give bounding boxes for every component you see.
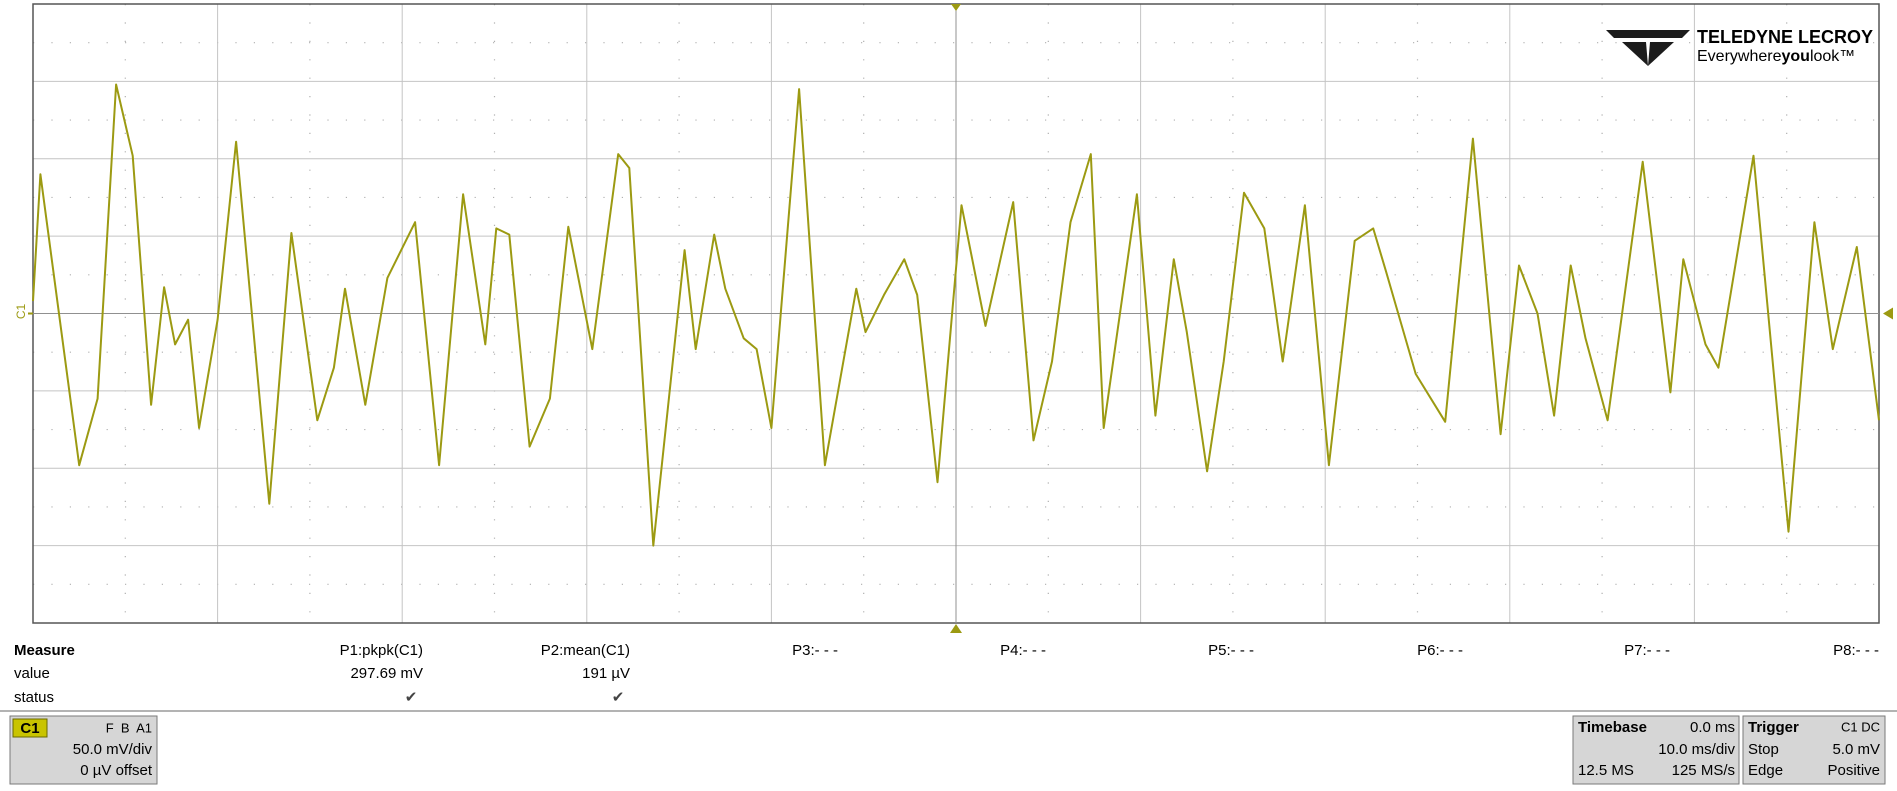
logo-mark <box>1622 42 1648 66</box>
channel-label: C1 <box>20 720 39 737</box>
param-name: P4:- - - <box>1000 642 1046 659</box>
param-name: P5:- - - <box>1208 642 1254 659</box>
panel <box>1742 715 1886 785</box>
waveform-display: C1 <box>14 3 1893 633</box>
logo: TELEDYNE LECROY Everywhereyoulook™ <box>1606 27 1873 66</box>
trigger-level: 5.0 mV <box>1832 741 1880 758</box>
channel-descriptor[interactable]: C1 F B A1 50.0 mV/div 0 µV offset <box>9 715 158 785</box>
trigger-time-marker <box>950 624 962 633</box>
trigger-time-marker <box>951 4 961 11</box>
timebase-samples: 12.5 MS <box>1578 762 1634 779</box>
tagline-part: Everywhere <box>1697 48 1782 65</box>
timebase-descriptor[interactable]: Timebase 0.0 ms 10.0 ms/div 12.5 MS 125 … <box>1572 715 1740 785</box>
param-value: 191 µV <box>582 665 630 682</box>
logo-mark <box>1648 42 1674 66</box>
trigger-descriptor[interactable]: Trigger C1 DC Stop 5.0 mV Edge Positive <box>1742 715 1886 785</box>
timebase-scale: 10.0 ms/div <box>1658 741 1735 758</box>
param-name: P3:- - - <box>792 642 838 659</box>
timebase-delay: 0.0 ms <box>1690 719 1735 736</box>
logo-brand: TELEDYNE LECROY <box>1697 27 1873 47</box>
measure-table: Measure value status P1:pkpk(C1) 297.69 m… <box>14 642 1879 706</box>
waveform-trace <box>32 83 1880 547</box>
param-name: P6:- - - <box>1417 642 1463 659</box>
logo-tagline: Everywhereyoulook™ <box>1697 48 1855 65</box>
channel-flags: F B A1 <box>106 720 152 735</box>
panel <box>1572 715 1740 785</box>
param-name: P1:pkpk(C1) <box>340 642 423 659</box>
param-name: P7:- - - <box>1624 642 1670 659</box>
tagline-part: you <box>1781 48 1809 65</box>
param-name: P8:- - - <box>1833 642 1879 659</box>
trigger-level-marker <box>1883 307 1893 320</box>
trigger-mode: Stop <box>1748 741 1779 758</box>
timebase-title: Timebase <box>1578 719 1647 736</box>
row-label: status <box>14 689 54 706</box>
channel-offset: 0 µV offset <box>80 762 153 779</box>
trace-label: C1 <box>14 304 28 320</box>
param-status: ✔ <box>612 689 625 706</box>
trigger-type: Edge <box>1748 762 1783 779</box>
channel-badge <box>12 718 48 738</box>
param-status: ✔ <box>405 689 418 706</box>
channel-scale: 50.0 mV/div <box>73 741 153 758</box>
measure-title: Measure <box>14 642 75 659</box>
row-label: value <box>14 665 50 682</box>
trigger-slope: Positive <box>1827 762 1880 779</box>
param-value: 297.69 mV <box>350 665 423 682</box>
timebase-rate: 125 MS/s <box>1672 762 1735 779</box>
trigger-source: C1 DC <box>1841 719 1880 734</box>
logo-mark <box>1606 30 1690 38</box>
trigger-title: Trigger <box>1748 719 1799 736</box>
param-name: P2:mean(C1) <box>541 642 630 659</box>
tagline-part: look™ <box>1810 48 1855 65</box>
